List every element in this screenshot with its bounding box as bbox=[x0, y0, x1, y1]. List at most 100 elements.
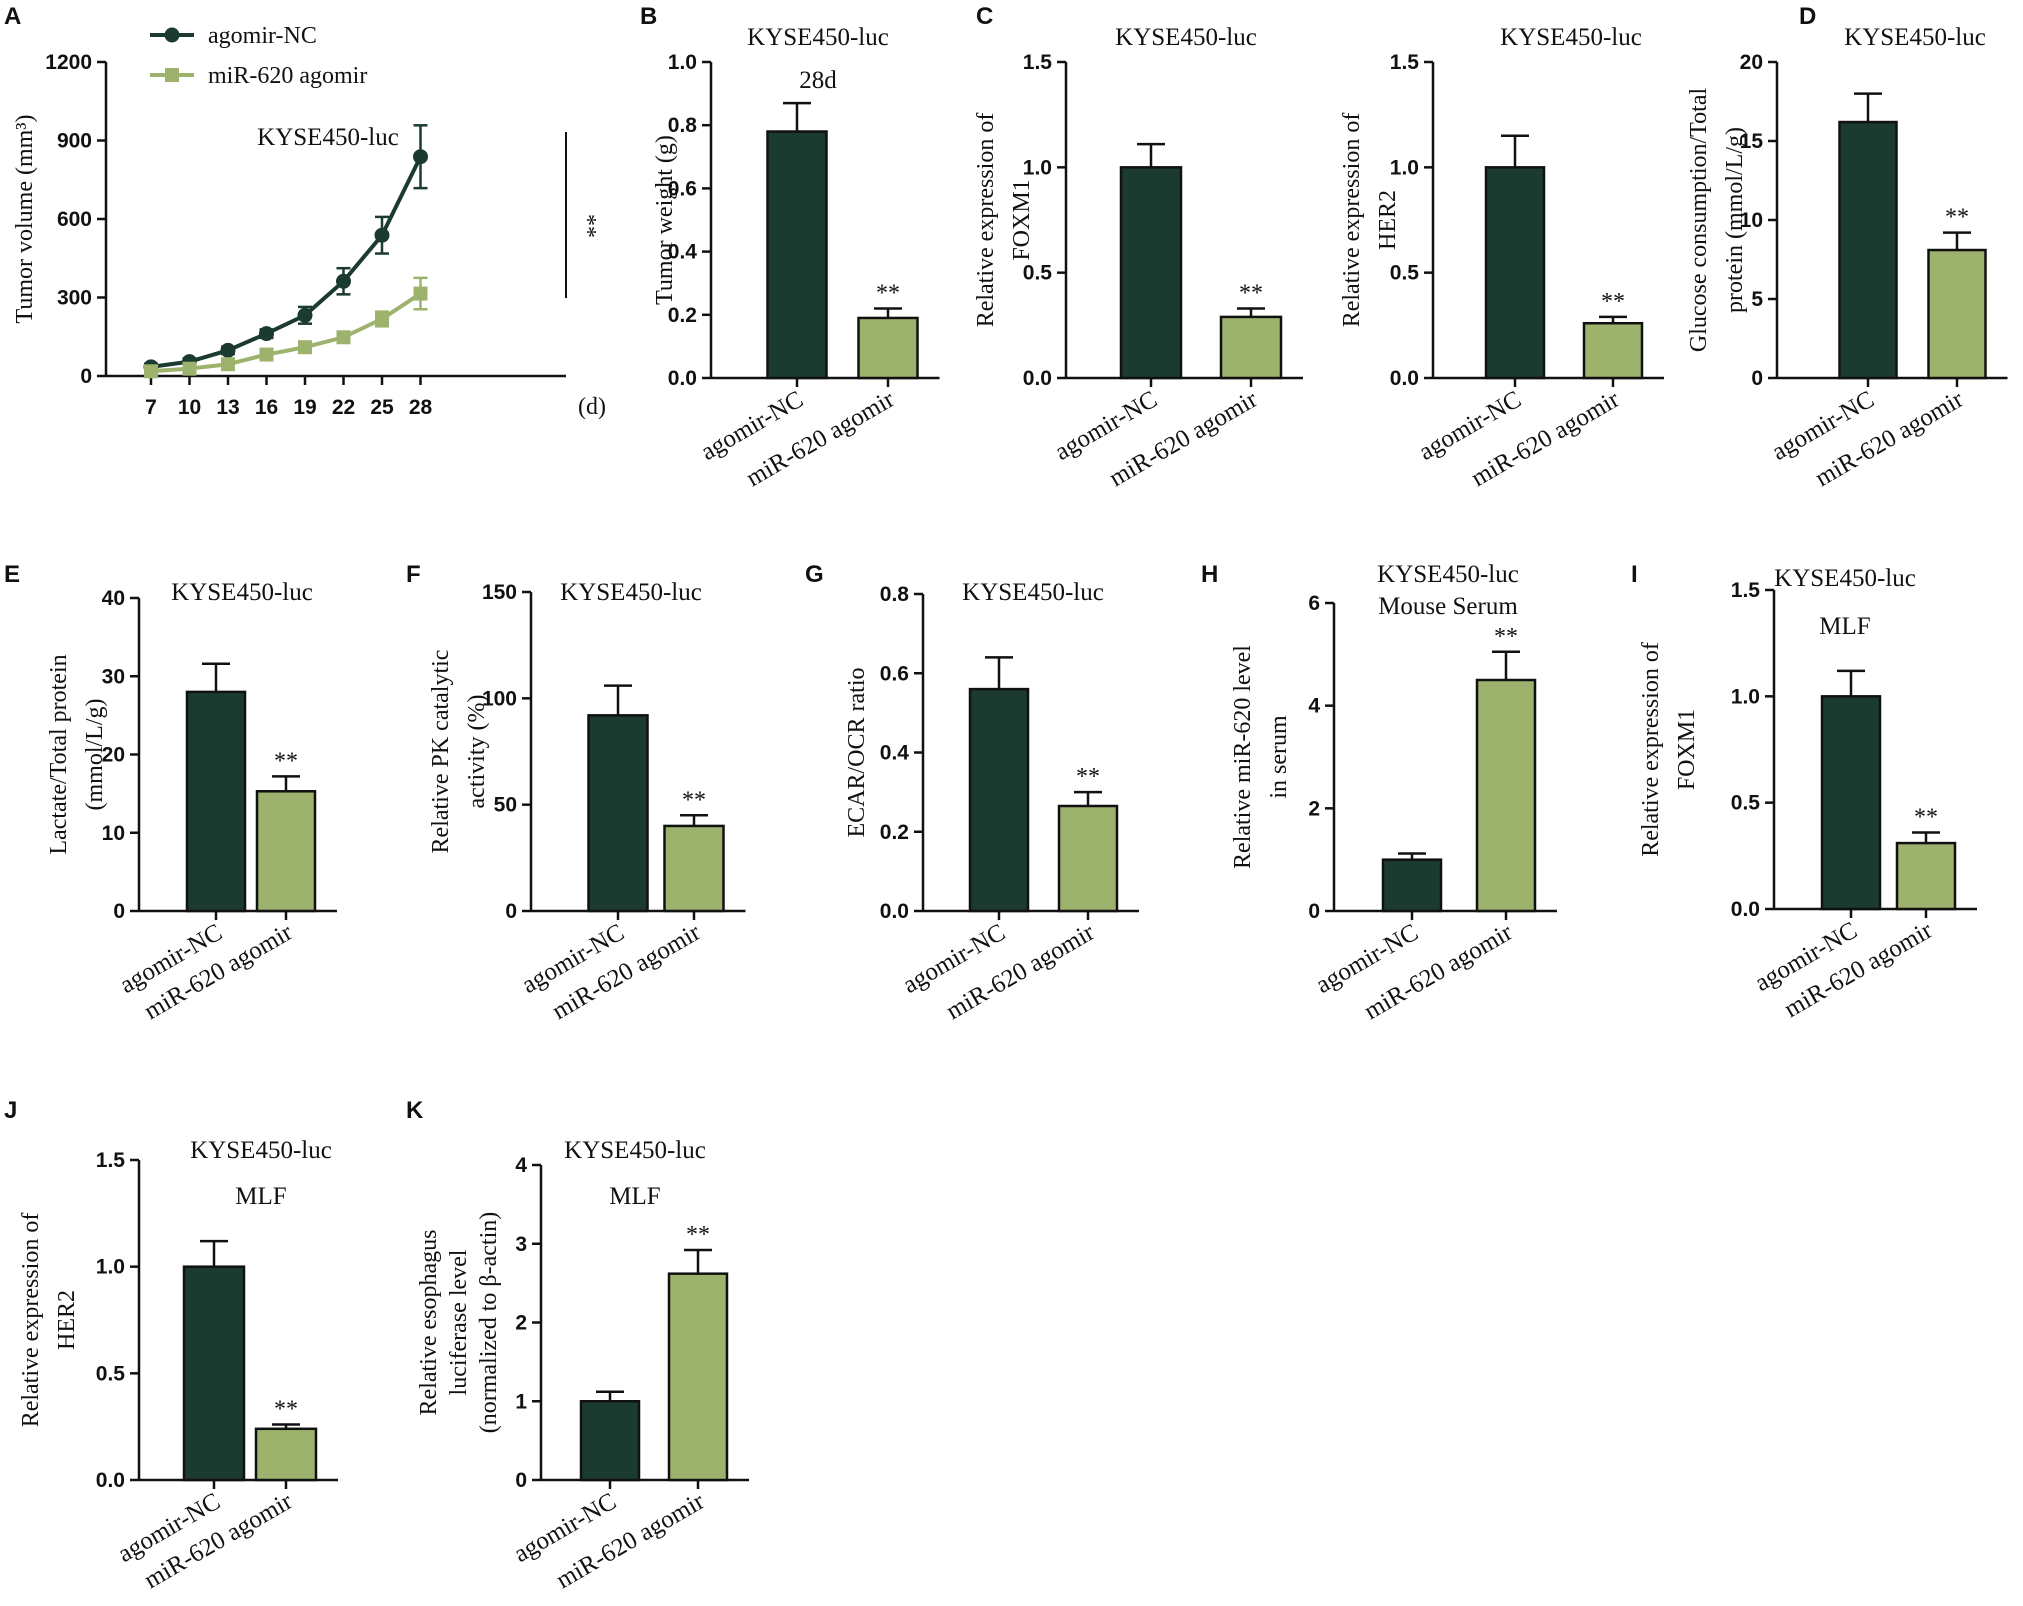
legend-marker-mir-620-agomir bbox=[165, 68, 179, 82]
y-axis-label: in serum bbox=[1266, 715, 1292, 799]
bar bbox=[1219, 315, 1283, 380]
significance-marker: ** bbox=[574, 214, 600, 238]
y-axis-label: FOXM1 bbox=[1009, 179, 1035, 260]
panel-g: G KYSE450-luc 0.0 0.2 0.4 0.6 0.8 ECAR/OCR rati… bbox=[805, 561, 1139, 1025]
bar bbox=[587, 714, 649, 913]
y-tick-label: 0 bbox=[113, 900, 125, 923]
y-tick-label: 2 bbox=[515, 1312, 527, 1335]
panel-b: B KYSE450-luc 28d 0.0 0.2 0.4 0.6 0.8 1.0 Tumor w… bbox=[640, 3, 940, 492]
chart-subtitle: Mouse Serum bbox=[1378, 593, 1518, 620]
x-tick-label: 25 bbox=[370, 396, 394, 419]
y-tick-label: 0 bbox=[1308, 900, 1320, 923]
chart-subtitle: MLF bbox=[1819, 613, 1870, 640]
chart-title: KYSE450-luc bbox=[257, 124, 399, 151]
y-tick-label: 30 bbox=[102, 665, 125, 688]
significance-marker: ** bbox=[1239, 280, 1263, 306]
bar bbox=[1820, 695, 1882, 911]
y-tick-label: 600 bbox=[57, 208, 92, 231]
y-tick-label: 1.0 bbox=[1023, 156, 1052, 179]
data-point bbox=[336, 330, 351, 345]
panel-e: E KYSE450-luc 0 10 20 30 40 Lactate/Total prote… bbox=[4, 561, 337, 1025]
series-agomir-nc bbox=[143, 124, 428, 375]
y-tick-label: 6 bbox=[1308, 592, 1320, 615]
panel-label: J bbox=[4, 1097, 17, 1124]
panel-i: I KYSE450-luc MLF 0.0 0.5 1.0 1.5 Relative expr… bbox=[1631, 561, 1977, 1023]
y-axis-label: ECAR/OCR ratio bbox=[844, 667, 870, 837]
x-unit-label: (d) bbox=[578, 394, 606, 420]
panel-label: I bbox=[1631, 561, 1638, 588]
y-tick-label: 4 bbox=[1308, 695, 1320, 718]
data-point bbox=[144, 364, 158, 379]
data-point bbox=[374, 227, 390, 243]
panel-j: J KYSE450-luc MLF 0.0 0.5 1.0 1.5 Relative expr… bbox=[4, 1097, 338, 1594]
bar bbox=[254, 1427, 318, 1482]
panel-label: H bbox=[1201, 561, 1218, 588]
bar-agomir-nc bbox=[182, 1239, 246, 1482]
significance-marker: ** bbox=[1076, 764, 1100, 790]
y-tick-label: 1200 bbox=[45, 51, 92, 74]
panel-label: B bbox=[640, 3, 657, 30]
x-tick-label: 7 bbox=[145, 396, 157, 419]
bar bbox=[1895, 841, 1957, 911]
chart-subtitle: 28d bbox=[799, 67, 837, 94]
bar bbox=[667, 1272, 729, 1482]
bar bbox=[1057, 804, 1119, 913]
y-tick-label: 0.2 bbox=[880, 821, 909, 844]
panel-label: D bbox=[1799, 3, 1816, 30]
bar bbox=[1927, 248, 1987, 380]
x-tick-label: 19 bbox=[293, 396, 316, 419]
panel-f: F KYSE450-luc 0 50 100 150 Relative PK catalyt… bbox=[406, 561, 746, 1025]
bar-mir-620-agomir: ** bbox=[1219, 280, 1283, 380]
panel-label: A bbox=[4, 3, 21, 30]
data-point bbox=[259, 326, 274, 342]
y-axis-label: HER2 bbox=[54, 1290, 80, 1350]
y-tick-label: 20 bbox=[1740, 51, 1763, 74]
significance-marker: ** bbox=[1914, 804, 1938, 830]
y-tick-label: 1 bbox=[515, 1390, 527, 1413]
y-axis-label: Relative PK catalytic bbox=[428, 650, 454, 854]
y-axis-label: Glucose consumption/Total bbox=[1686, 88, 1712, 353]
y-axis-label: activity (%) bbox=[464, 695, 490, 809]
bar-mir-620-agomir: ** bbox=[663, 787, 725, 913]
y-axis-label: (mmol/L/g) bbox=[82, 699, 108, 811]
bar bbox=[579, 1400, 641, 1482]
bar-agomir-nc bbox=[1484, 134, 1546, 380]
y-tick-label: 0.0 bbox=[668, 367, 697, 390]
y-tick-label: 10 bbox=[102, 822, 125, 845]
y-tick-label: 0.5 bbox=[1731, 792, 1761, 815]
y-tick-label: 0 bbox=[505, 900, 517, 923]
y-axis-label: HER2 bbox=[1375, 190, 1401, 250]
panel-label: F bbox=[406, 561, 421, 588]
y-tick-label: 0.5 bbox=[96, 1362, 126, 1385]
y-axis-label: (normalized to β-actin) bbox=[476, 1212, 502, 1433]
chart-title: KYSE450-luc bbox=[962, 579, 1104, 606]
y-axis-label: luciferase level bbox=[446, 1249, 472, 1395]
bar-agomir-nc bbox=[766, 101, 828, 380]
y-tick-label: 15 bbox=[1740, 130, 1764, 153]
chart-title: KYSE450-luc bbox=[1115, 24, 1257, 51]
y-tick-label: 150 bbox=[482, 581, 517, 604]
panel-label: C bbox=[976, 3, 993, 30]
y-tick-label: 0.2 bbox=[668, 304, 697, 327]
bar-agomir-nc bbox=[1381, 852, 1443, 913]
panel-h: H KYSE450-luc Mouse Serum 0 2 4 6 Relative miR-… bbox=[1201, 561, 1557, 1025]
y-tick-label: 0 bbox=[515, 1469, 527, 1492]
chart-title: KYSE450-luc bbox=[1500, 24, 1642, 51]
significance-marker: ** bbox=[1601, 289, 1625, 315]
y-axis-label: FOXM1 bbox=[1674, 709, 1700, 790]
data-point bbox=[259, 347, 274, 362]
y-axis-label: Relative expression of bbox=[1638, 642, 1664, 857]
y-tick-label: 2 bbox=[1308, 797, 1320, 820]
y-tick-label: 0.8 bbox=[880, 583, 910, 606]
data-point bbox=[375, 311, 389, 326]
y-tick-label: 0 bbox=[1751, 367, 1763, 390]
x-tick-label: 13 bbox=[216, 396, 239, 419]
x-tick-label: 10 bbox=[178, 396, 201, 419]
y-tick-label: 0.0 bbox=[1390, 367, 1419, 390]
y-tick-label: 0.4 bbox=[668, 241, 698, 264]
bar-agomir-nc bbox=[968, 656, 1030, 913]
y-tick-label: 100 bbox=[482, 687, 517, 710]
data-point bbox=[413, 149, 428, 165]
chart-title: KYSE450-luc bbox=[747, 24, 889, 51]
y-tick-label: 1.0 bbox=[1731, 685, 1760, 708]
